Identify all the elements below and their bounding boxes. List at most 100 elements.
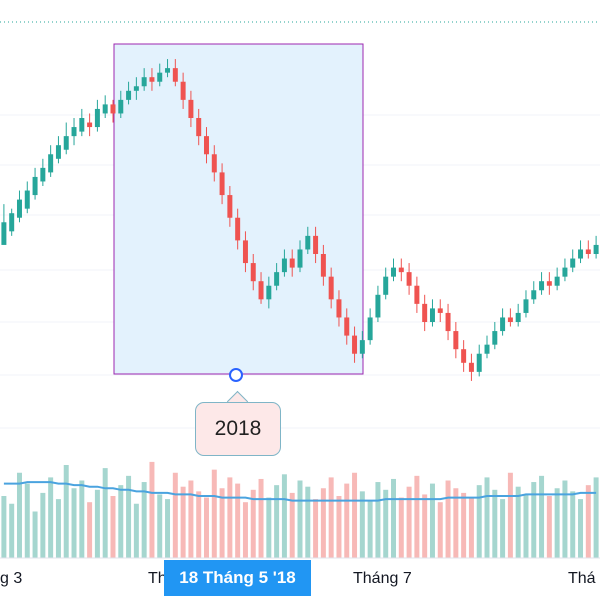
candle bbox=[437, 299, 443, 322]
candle bbox=[9, 208, 15, 236]
selection-anchor-handle[interactable] bbox=[229, 368, 243, 382]
volume-bar bbox=[204, 497, 209, 558]
candle bbox=[196, 108, 202, 146]
volume-bar bbox=[211, 469, 217, 558]
candle bbox=[16, 190, 22, 223]
candle-body bbox=[492, 331, 498, 345]
candle-body bbox=[258, 281, 264, 300]
candlestick-series bbox=[1, 59, 599, 381]
candle-body bbox=[344, 317, 350, 336]
candle bbox=[313, 226, 319, 264]
volume-bar bbox=[79, 480, 85, 558]
volume-bar bbox=[359, 491, 365, 558]
volume-bar bbox=[352, 472, 358, 558]
volume-bar bbox=[593, 477, 599, 558]
candle bbox=[492, 322, 498, 350]
candle bbox=[165, 59, 171, 78]
candle bbox=[429, 299, 435, 327]
candle-body bbox=[523, 299, 529, 313]
candle-body bbox=[352, 335, 358, 354]
candle bbox=[546, 272, 552, 295]
candle-body bbox=[383, 276, 389, 295]
candle-body bbox=[422, 303, 428, 322]
volume-bar bbox=[398, 497, 404, 558]
volume-bar bbox=[274, 485, 280, 558]
volume-bar bbox=[344, 483, 350, 558]
volume-bar bbox=[500, 499, 506, 558]
candle-body bbox=[1, 222, 7, 245]
candle-body bbox=[398, 267, 404, 273]
volume-bar bbox=[539, 475, 545, 558]
volume-bar bbox=[250, 489, 256, 558]
volume-bar bbox=[40, 492, 46, 558]
volume-bar bbox=[281, 474, 287, 558]
volume-bar bbox=[219, 488, 225, 558]
date-range-selection[interactable] bbox=[113, 43, 364, 375]
volume-bar bbox=[227, 477, 233, 558]
candle bbox=[484, 335, 490, 359]
volume-bar bbox=[578, 499, 584, 558]
candle bbox=[367, 308, 373, 345]
volume-bar bbox=[196, 491, 202, 558]
candle bbox=[157, 63, 163, 87]
candle-body bbox=[367, 317, 373, 341]
candle-body bbox=[242, 240, 248, 264]
volume-bar bbox=[48, 477, 54, 558]
candle-body bbox=[149, 77, 155, 82]
candle-body bbox=[165, 68, 171, 73]
year-callout[interactable]: 2018 bbox=[195, 402, 281, 456]
candle-body bbox=[570, 258, 576, 268]
candle-body bbox=[468, 362, 474, 372]
candle bbox=[507, 308, 513, 327]
volume-bar bbox=[305, 486, 311, 558]
candle-body bbox=[406, 272, 412, 286]
volume-bar bbox=[453, 488, 459, 558]
candle bbox=[289, 249, 295, 277]
volume-bar bbox=[102, 468, 108, 558]
x-axis-label-march: g 3 bbox=[0, 570, 23, 587]
candle bbox=[328, 267, 334, 309]
candle bbox=[180, 72, 186, 109]
candle bbox=[305, 226, 311, 254]
candle-body bbox=[414, 285, 420, 304]
candle bbox=[422, 294, 428, 332]
candle-body bbox=[133, 86, 139, 91]
candle-body bbox=[359, 340, 365, 354]
candle bbox=[375, 285, 381, 322]
volume-bar bbox=[297, 480, 303, 558]
crosshair-date-label: 18 Tháng 5 '18 bbox=[164, 560, 311, 596]
candle bbox=[531, 281, 537, 304]
candle bbox=[266, 276, 272, 309]
candle bbox=[126, 81, 132, 105]
volume-bar bbox=[289, 492, 295, 558]
volume-bar bbox=[9, 503, 15, 558]
volume-bar bbox=[367, 500, 373, 558]
candle-body bbox=[219, 172, 225, 196]
candle bbox=[48, 145, 54, 177]
volume-bar bbox=[484, 477, 490, 558]
volume-bar bbox=[126, 475, 132, 558]
crosshair-date-text: 18 Tháng 5 '18 bbox=[179, 568, 296, 587]
candle-body bbox=[94, 108, 100, 128]
candle bbox=[453, 322, 459, 359]
volume-bar bbox=[429, 483, 435, 558]
volume-bar bbox=[235, 483, 241, 558]
volume-bar bbox=[266, 497, 272, 558]
volume-bar bbox=[437, 502, 443, 558]
candle bbox=[102, 95, 108, 118]
candle bbox=[570, 249, 576, 273]
candle bbox=[258, 272, 264, 304]
candle-body bbox=[313, 235, 319, 254]
candle bbox=[383, 267, 389, 300]
candle bbox=[562, 258, 568, 282]
volume-bar bbox=[375, 482, 381, 558]
candle bbox=[359, 331, 365, 359]
volume-bar bbox=[87, 502, 93, 558]
volume-bar bbox=[422, 494, 428, 558]
volume-bar bbox=[24, 483, 30, 558]
candle-body bbox=[289, 258, 295, 268]
candle-body bbox=[204, 136, 209, 155]
volume-bar bbox=[476, 485, 482, 558]
volume-bar bbox=[546, 496, 552, 558]
